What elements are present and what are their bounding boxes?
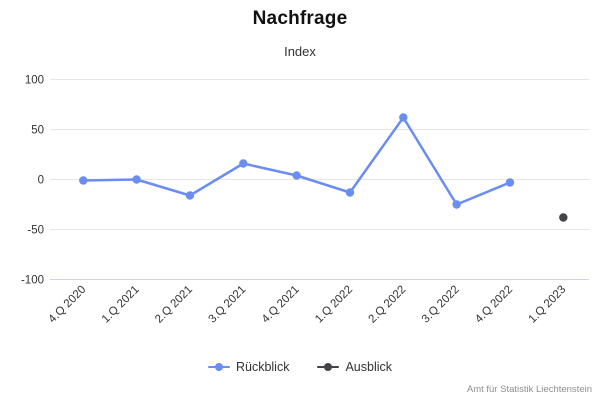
source-credit: Amt für Statistik Liechtenstein — [466, 384, 592, 395]
legend-marker-line-dot-icon — [207, 361, 230, 373]
chart-subtitle: Index — [284, 44, 316, 59]
legend-item-ausblick[interactable]: Ausblick — [317, 360, 392, 374]
y-tick-label: -50 — [27, 225, 44, 237]
legend-marker-line-dot-icon — [317, 361, 340, 373]
x-tick-label: 3.Q 2021 — [206, 284, 248, 326]
legend-label: Rückblick — [235, 360, 290, 374]
series-point-rückblick — [185, 191, 195, 200]
series-point-ausblick — [559, 213, 568, 222]
series-point-rückblick — [292, 171, 301, 180]
x-tick-label: 4.Q 2020 — [46, 284, 88, 326]
y-tick-label: 50 — [31, 125, 44, 137]
series-point-rückblick — [132, 175, 141, 184]
legend: Rückblick Ausblick — [0, 357, 600, 377]
x-tick-label: 1.Q 2023 — [527, 284, 569, 326]
x-tick-label: 4.Q 2021 — [260, 284, 302, 326]
x-tick-label: 3.Q 2022 — [420, 284, 462, 326]
series-point-rückblick — [505, 178, 515, 187]
series-point-rückblick — [399, 113, 408, 122]
x-tick-label: 2.Q 2021 — [153, 284, 195, 326]
x-tick-label: 1.Q 2021 — [100, 284, 142, 326]
legend-item-rückblick[interactable]: Rückblick — [207, 360, 290, 374]
series-point-rückblick — [345, 188, 355, 197]
y-tick-label: -100 — [21, 275, 44, 287]
series-line-rückblick — [83, 116, 511, 206]
legend-label: Ausblick — [345, 360, 393, 374]
y-tick-label: 100 — [25, 75, 44, 87]
series-point-rückblick — [452, 200, 461, 209]
series-point-rückblick — [79, 176, 88, 185]
series-point-rückblick — [239, 159, 248, 168]
x-tick-label: 2.Q 2022 — [366, 284, 408, 326]
x-tick-label: 4.Q 2022 — [473, 284, 515, 326]
y-tick-label: 0 — [38, 175, 44, 187]
chart-title: Nachfrage — [252, 8, 348, 29]
x-tick-label: 1.Q 2022 — [313, 284, 355, 326]
